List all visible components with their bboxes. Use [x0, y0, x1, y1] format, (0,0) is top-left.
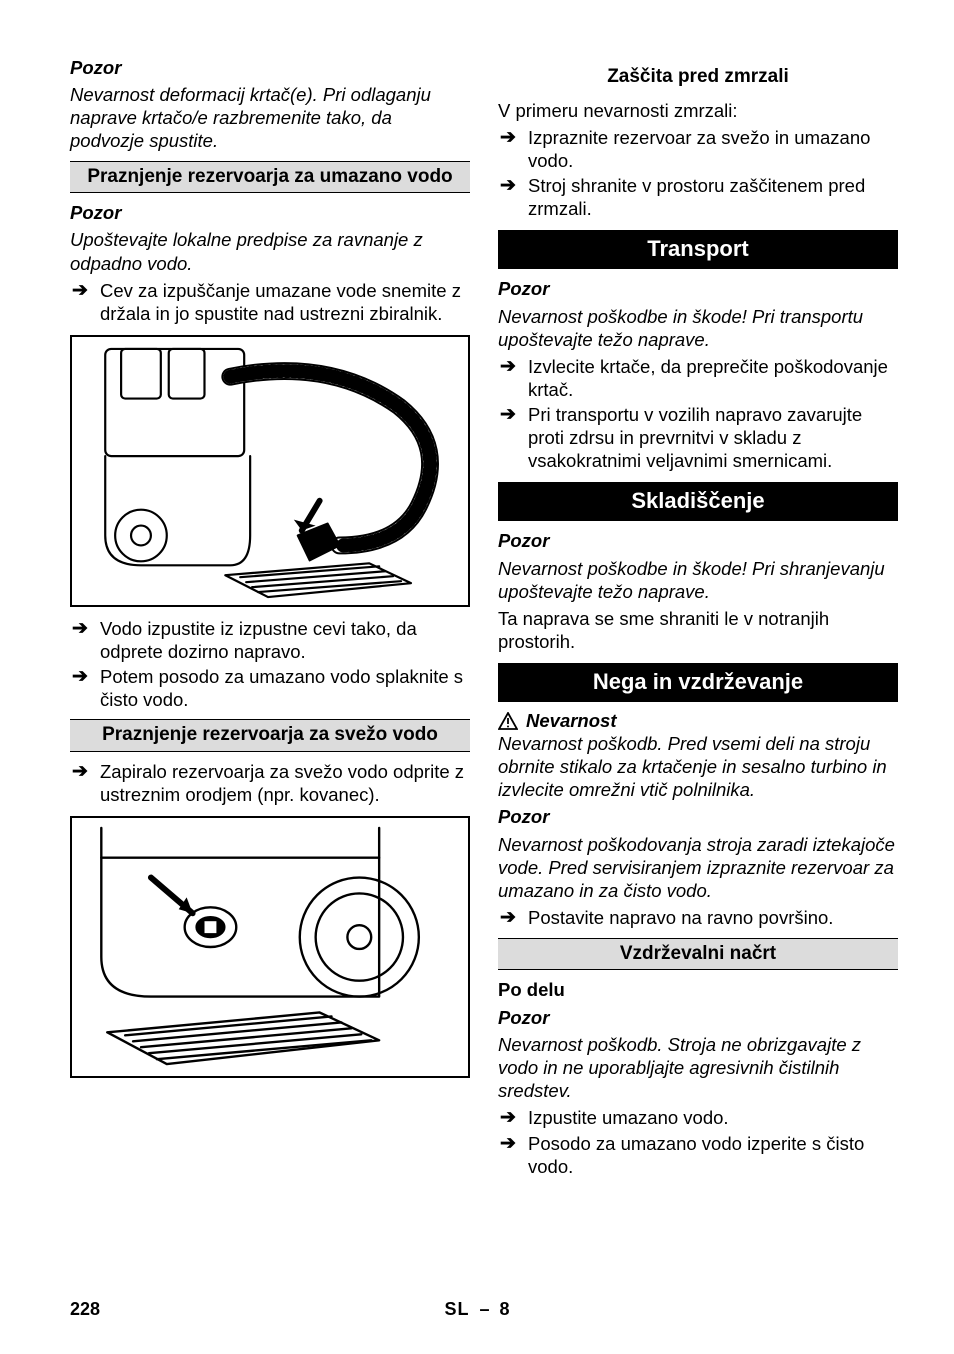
step-item: ➔ Postavite napravo na ravno površino.: [498, 906, 898, 930]
step-item: ➔ Cev za izpuščanje umazane vode snemite…: [70, 279, 470, 325]
caution-text: Upoštevajte lokalne predpise za ravnanje…: [70, 228, 470, 274]
caution-label: Pozor: [498, 1006, 898, 1029]
warning-triangle-icon: [498, 712, 518, 730]
heading-transport: Transport: [498, 230, 898, 269]
caution-label: Pozor: [498, 277, 898, 300]
arrow-icon: ➔: [498, 355, 528, 379]
step-item: ➔ Zapiralo rezervoarja za svežo vodo odp…: [70, 760, 470, 806]
arrow-icon: ➔: [70, 665, 100, 689]
caution-text: Nevarnost poškodbe in škode! Pri transpo…: [498, 305, 898, 351]
arrow-icon: ➔: [498, 126, 528, 150]
danger-label: Nevarnost: [498, 710, 898, 732]
subheading-fresh-water: Praznjenje rezervoarja za svežo vodo: [70, 719, 470, 752]
body-text: Ta naprava se sme shraniti le v notranji…: [498, 607, 898, 653]
step-item: ➔ Izpraznite rezervoar za svežo in umaza…: [498, 126, 898, 172]
page-footer: 228 SL – 8: [0, 1299, 954, 1320]
arrow-icon: ➔: [498, 906, 528, 930]
page-number: 228: [70, 1299, 100, 1320]
footer-sep: –: [479, 1299, 489, 1319]
arrow-icon: ➔: [498, 174, 528, 198]
arrow-icon: ➔: [70, 760, 100, 784]
step-text: Cev za izpuščanje umazane vode snemite z…: [100, 279, 470, 325]
caution-text: Nevarnost poškodovanja stroja zaradi izt…: [498, 833, 898, 902]
step-text: Pri transportu v vozilih napravo zavaruj…: [528, 403, 898, 472]
arrow-icon: ➔: [498, 1132, 528, 1156]
caution-label: Pozor: [70, 56, 470, 79]
arrow-icon: ➔: [70, 279, 100, 303]
body-text: V primeru nevarnosti zmrzali:: [498, 99, 898, 122]
step-text: Izpraznite rezervoar za svežo in umazano…: [528, 126, 898, 172]
caution-text: Nevarnost poškodb. Stroja ne obrizgavajt…: [498, 1033, 898, 1102]
step-item: ➔ Stroj shranite v prostoru zaščitenem p…: [498, 174, 898, 220]
step-item: ➔ Potem posodo za umazano vodo splaknite…: [70, 665, 470, 711]
sub-sub-heading: Po delu: [498, 978, 898, 1001]
subheading-frost: Zaščita pred zmrzali: [498, 62, 898, 93]
footer-center: SL – 8: [0, 1299, 954, 1320]
step-text: Posodo za umazano vodo izperite s čisto …: [528, 1132, 898, 1178]
subheading-plan: Vzdrževalni načrt: [498, 938, 898, 971]
step-item: ➔ Pri transportu v vozilih napravo zavar…: [498, 403, 898, 472]
arrow-icon: ➔: [70, 617, 100, 641]
caution-label: Pozor: [498, 529, 898, 552]
step-text: Izpustite umazano vodo.: [528, 1106, 898, 1129]
step-text: Postavite napravo na ravno površino.: [528, 906, 898, 929]
step-text: Stroj shranite v prostoru zaščitenem pre…: [528, 174, 898, 220]
step-text: Izvlecite krtače, da preprečite poškodov…: [528, 355, 898, 401]
heading-storage: Skladiščenje: [498, 482, 898, 521]
left-column: Pozor Nevarnost deformacij krtač(e). Pri…: [70, 56, 470, 1180]
page-body: Pozor Nevarnost deformacij krtač(e). Pri…: [0, 0, 954, 1180]
subheading-dirty-water: Praznjenje rezervoarja za umazano vodo: [70, 161, 470, 194]
caution-text: Nevarnost deformacij krtač(e). Pri odlag…: [70, 83, 470, 152]
step-item: ➔ Vodo izpustite iz izpustne cevi tako, …: [70, 617, 470, 663]
caution-label: Pozor: [70, 201, 470, 224]
heading-care: Nega in vzdrževanje: [498, 663, 898, 702]
arrow-icon: ➔: [498, 403, 528, 427]
caution-label: Pozor: [498, 805, 898, 828]
danger-label-text: Nevarnost: [526, 710, 616, 732]
step-item: ➔ Izpustite umazano vodo.: [498, 1106, 898, 1130]
caution-text: Nevarnost poškodbe in škode! Pri shranje…: [498, 557, 898, 603]
step-text: Potem posodo za umazano vodo splaknite s…: [100, 665, 470, 711]
step-item: ➔ Izvlecite krtače, da preprečite poškod…: [498, 355, 898, 401]
danger-text: Nevarnost poškodb. Pred vsemi deli na st…: [498, 732, 898, 801]
step-text: Zapiralo rezervoarja za svežo vodo odpri…: [100, 760, 470, 806]
footer-seq: 8: [500, 1299, 510, 1319]
step-item: ➔ Posodo za umazano vodo izperite s čist…: [498, 1132, 898, 1178]
figure-fresh-tank-cap: [70, 816, 470, 1078]
footer-lang: SL: [444, 1299, 469, 1319]
arrow-icon: ➔: [498, 1106, 528, 1130]
step-text: Vodo izpustite iz izpustne cevi tako, da…: [100, 617, 470, 663]
figure-drain-hose: [70, 335, 470, 607]
right-column: Zaščita pred zmrzali V primeru nevarnost…: [498, 56, 898, 1180]
